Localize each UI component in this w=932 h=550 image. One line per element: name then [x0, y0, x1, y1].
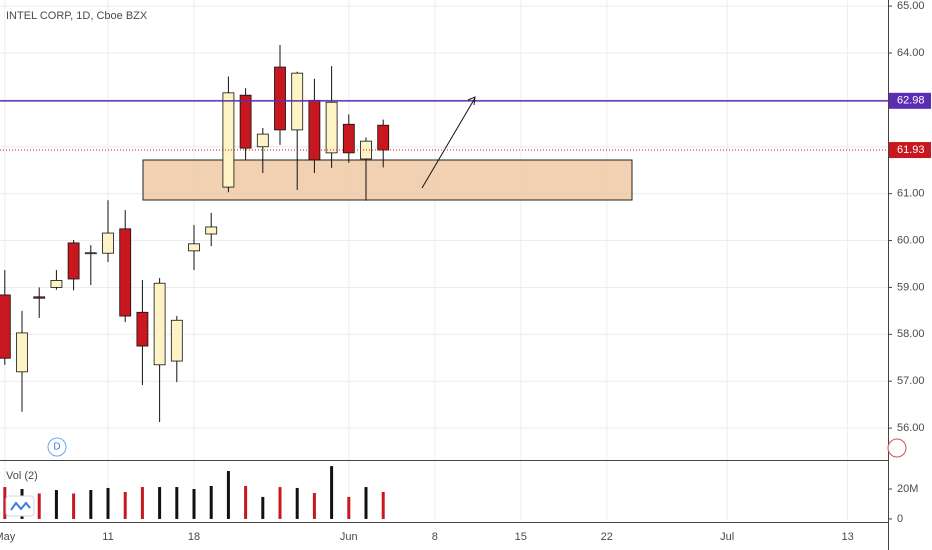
volume-bar: [312, 493, 316, 519]
volume-bar: [364, 487, 368, 519]
volume-bar: [89, 490, 93, 519]
y-tick-label: 56.00: [897, 422, 925, 434]
price-label: 62.98: [897, 95, 925, 107]
candle-body: [136, 311, 149, 347]
price-label-box: [889, 92, 931, 109]
volume-tick-label: 0: [897, 513, 903, 525]
chart-title: INTEL CORP, 1D, Cboe BZX: [6, 10, 148, 22]
volume-bar: [347, 496, 351, 519]
x-tick-label: 13: [841, 531, 853, 543]
arrow-head: [467, 96, 476, 106]
y-tick-label: 57.00: [897, 375, 925, 387]
x-tick-label: 15: [515, 531, 527, 543]
dividend-icon[interactable]: [47, 437, 67, 457]
volume-bar: [295, 487, 299, 519]
volume-bar: [158, 487, 162, 519]
volume-title: Vol (2): [6, 470, 38, 482]
support-zone: [142, 159, 633, 201]
candle-body: [274, 66, 286, 131]
candle-body: [84, 252, 97, 255]
volume-bar: [72, 493, 76, 519]
candle-body: [325, 101, 338, 154]
x-tick-label: 11: [102, 531, 113, 543]
candle-body: [170, 319, 183, 362]
x-tick-label: 8: [432, 531, 438, 543]
volume-bar: [226, 471, 230, 519]
price-label-box: [889, 142, 931, 159]
y-tick-label: 65.00: [897, 0, 925, 12]
volume-bar: [192, 489, 196, 519]
volume-bar: [54, 490, 58, 519]
volume-bar: [381, 491, 385, 519]
x-tick-label: Jul: [720, 531, 734, 543]
candle-body: [377, 124, 390, 151]
volume-tick-label: 20M: [897, 483, 918, 495]
volume-bar: [140, 487, 144, 519]
candle-body: [102, 232, 114, 254]
x-tick-label: May: [0, 531, 16, 543]
x-tick-label: 18: [188, 531, 200, 543]
candle-body: [342, 123, 355, 154]
volume-bar: [106, 487, 110, 519]
y-tick-label: 59.00: [897, 281, 925, 293]
x-tick-label: Jun: [340, 531, 358, 543]
candle-body: [119, 228, 132, 317]
y-tick-label: 60.00: [897, 234, 925, 246]
candle-body: [50, 280, 63, 288]
volume-bar: [123, 491, 127, 519]
compare-icon[interactable]: [5, 495, 35, 517]
volume-bar: [278, 487, 282, 519]
x-tick-label: 22: [601, 531, 613, 543]
candle-body: [239, 94, 252, 149]
candle-body: [205, 226, 218, 235]
candle-body: [222, 92, 235, 188]
y-tick-label: 58.00: [897, 328, 925, 340]
earnings-icon[interactable]: [887, 438, 907, 458]
y-tick-label: 61.00: [897, 188, 925, 200]
volume-bar: [209, 486, 213, 519]
candle-body: [256, 133, 269, 148]
volume-bar: [261, 496, 265, 519]
volume-bar: [3, 487, 7, 519]
candle-body: [308, 99, 321, 161]
trend-arrow: [421, 97, 476, 189]
volume-bar: [175, 487, 179, 519]
candle-body: [16, 332, 28, 373]
volume-bar: [330, 466, 334, 519]
candle-body: [33, 296, 46, 299]
price-label: 61.93: [897, 144, 925, 156]
candle-body: [153, 282, 166, 366]
candle-body: [0, 294, 11, 359]
candle-body: [188, 243, 200, 252]
volume-bar: [37, 493, 41, 519]
candle-body: [67, 242, 80, 280]
dividend-letter: D: [53, 442, 60, 453]
volume-bar: [244, 486, 248, 519]
compare-glyph: [10, 501, 31, 511]
y-tick-label: 64.00: [897, 47, 925, 59]
